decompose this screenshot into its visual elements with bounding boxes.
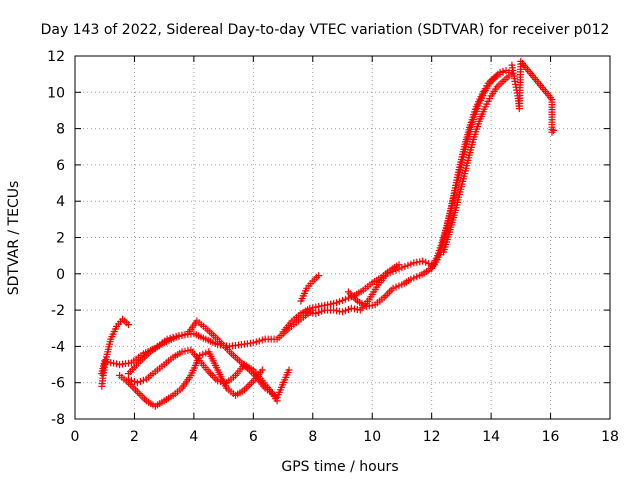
data-point bbox=[339, 308, 346, 316]
data-point-interp bbox=[382, 292, 390, 300]
x-tick-label: 10 bbox=[363, 429, 381, 445]
series-track-3 bbox=[125, 346, 281, 405]
tick-labels: 0 2 4 6 8 10 12 14 16 18 -8 -6 -4 -2 0 2 4 6 8 10 12 bbox=[47, 49, 619, 445]
data-point-interp bbox=[327, 300, 335, 308]
data-point bbox=[315, 272, 323, 280]
data-point-interp bbox=[244, 382, 252, 390]
data-point-interp bbox=[246, 381, 254, 388]
data-point bbox=[383, 270, 391, 278]
x-tick-label: 4 bbox=[189, 429, 198, 445]
y-tick-label: 12 bbox=[47, 49, 65, 65]
series-track-4 bbox=[116, 348, 266, 410]
y-tick-label: -2 bbox=[51, 303, 65, 319]
data-point-interp bbox=[139, 393, 147, 401]
data-point-interp bbox=[410, 274, 418, 282]
data-point bbox=[499, 68, 507, 76]
data-point bbox=[419, 257, 427, 265]
y-tick-label: 6 bbox=[56, 158, 65, 174]
data-point-interp bbox=[248, 379, 256, 387]
series-track-7 bbox=[303, 257, 436, 318]
x-tick-label: 8 bbox=[308, 429, 317, 445]
data-point-interp bbox=[422, 258, 430, 266]
series-track-8 bbox=[297, 272, 323, 305]
series-track-12 bbox=[508, 57, 557, 136]
grid-lines bbox=[75, 56, 610, 419]
data-point bbox=[285, 366, 293, 374]
data-point-interp bbox=[389, 267, 397, 275]
data-point bbox=[392, 266, 400, 274]
data-point-interp bbox=[135, 390, 143, 398]
data-point-interp bbox=[392, 283, 400, 291]
x-tick-label: 14 bbox=[482, 429, 500, 445]
x-tick-label: 2 bbox=[130, 429, 139, 445]
data-point-interp bbox=[202, 349, 210, 357]
y-tick-label: -6 bbox=[51, 376, 65, 392]
x-tick-label: 18 bbox=[601, 429, 619, 445]
y-tick-label: -8 bbox=[51, 412, 65, 428]
series-track-10 bbox=[428, 68, 507, 272]
data-point-interp bbox=[413, 273, 421, 281]
y-tick-label: -4 bbox=[51, 339, 65, 355]
data-point bbox=[196, 352, 204, 359]
data-point-interp bbox=[175, 332, 183, 340]
data-point bbox=[133, 379, 141, 387]
x-tick-label: 0 bbox=[71, 429, 80, 445]
data-point bbox=[125, 321, 132, 329]
data-points bbox=[98, 57, 557, 410]
x-tick-label: 12 bbox=[423, 429, 441, 445]
data-point-interp bbox=[404, 261, 412, 269]
data-point-interp bbox=[207, 370, 214, 378]
y-tick-label: 4 bbox=[56, 194, 65, 210]
data-point bbox=[133, 388, 141, 396]
data-point-interp bbox=[315, 309, 323, 316]
data-point-interp bbox=[252, 338, 260, 346]
data-point bbox=[401, 263, 409, 270]
data-point bbox=[550, 126, 557, 134]
data-point bbox=[258, 366, 266, 374]
data-point-interp bbox=[336, 298, 343, 306]
data-point-interp bbox=[344, 306, 352, 313]
data-point-interp bbox=[199, 350, 207, 358]
x-axis-label: GPS time / hours bbox=[281, 459, 398, 475]
plot-frame bbox=[74, 55, 611, 420]
data-point bbox=[389, 284, 397, 292]
y-tick-label: 8 bbox=[56, 122, 65, 138]
y-tick-label: 10 bbox=[47, 85, 65, 101]
data-point-interp bbox=[339, 296, 346, 304]
series-track-5 bbox=[98, 315, 132, 390]
series-track-2 bbox=[125, 317, 293, 401]
y-axis-label: SDTVAR / TECUs bbox=[6, 181, 22, 296]
y-tick-label: 0 bbox=[56, 267, 65, 283]
data-point-interp bbox=[137, 391, 145, 399]
x-tick-label: 16 bbox=[542, 429, 560, 445]
y-tick-label: 2 bbox=[56, 231, 65, 247]
data-point-interp bbox=[178, 332, 186, 339]
x-tick-label: 6 bbox=[249, 429, 258, 445]
data-point-interp bbox=[255, 337, 263, 345]
data-point-interp bbox=[318, 307, 326, 315]
data-point-interp bbox=[130, 378, 138, 385]
series-track-11 bbox=[440, 72, 513, 256]
data-point bbox=[249, 339, 257, 347]
chart-title: Day 143 of 2022, Sidereal Day-to-day VTE… bbox=[41, 22, 610, 38]
data-point bbox=[273, 397, 281, 405]
data-point-interp bbox=[398, 264, 406, 272]
data-point-interp bbox=[136, 378, 144, 385]
series-track-9 bbox=[344, 67, 516, 310]
data-point-interp bbox=[113, 360, 121, 368]
